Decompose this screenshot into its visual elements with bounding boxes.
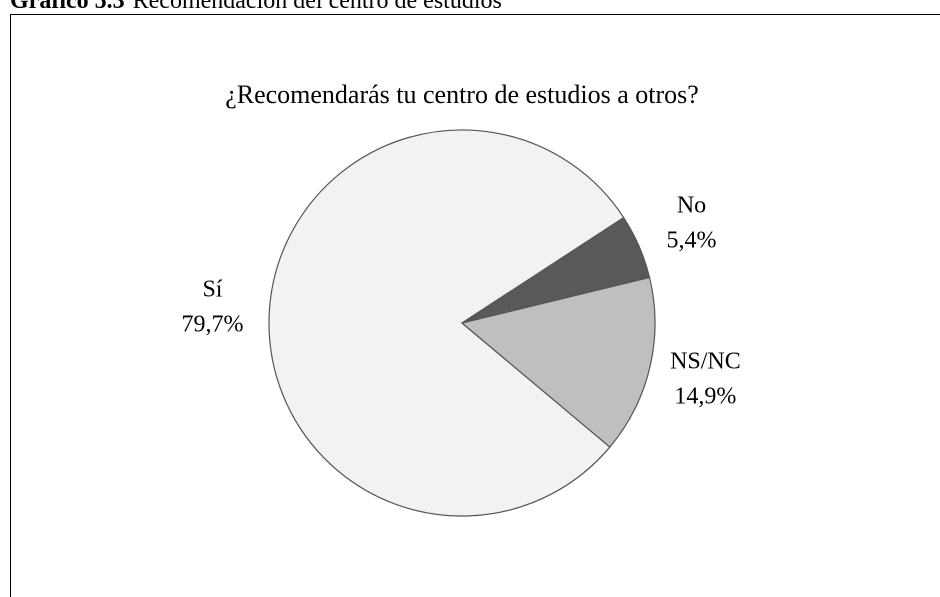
figure-title: Recomendación del centro de estudios bbox=[133, 0, 502, 14]
pie-slice bbox=[268, 129, 625, 517]
figure-caption: Gráfico 5.3 Recomendación del centro de e… bbox=[10, 0, 502, 14]
pie-labels: Sí 79,7% No 5,4% NS/NC 14,9% bbox=[181, 192, 740, 409]
pie-slice bbox=[460, 276, 656, 448]
slice-category: NS/NC bbox=[670, 349, 741, 375]
figure-number: Gráfico 5.3 bbox=[10, 0, 125, 14]
slice-value: 79,7% bbox=[181, 311, 243, 337]
slice-value: 5,4% bbox=[667, 227, 717, 253]
slice-value: 14,9% bbox=[674, 384, 736, 410]
slice-category: Sí bbox=[202, 276, 222, 302]
pie bbox=[268, 129, 656, 517]
chart-title: ¿Recomendarás tu centro de estudios a ot… bbox=[225, 80, 699, 109]
slice-category: No bbox=[677, 192, 706, 218]
